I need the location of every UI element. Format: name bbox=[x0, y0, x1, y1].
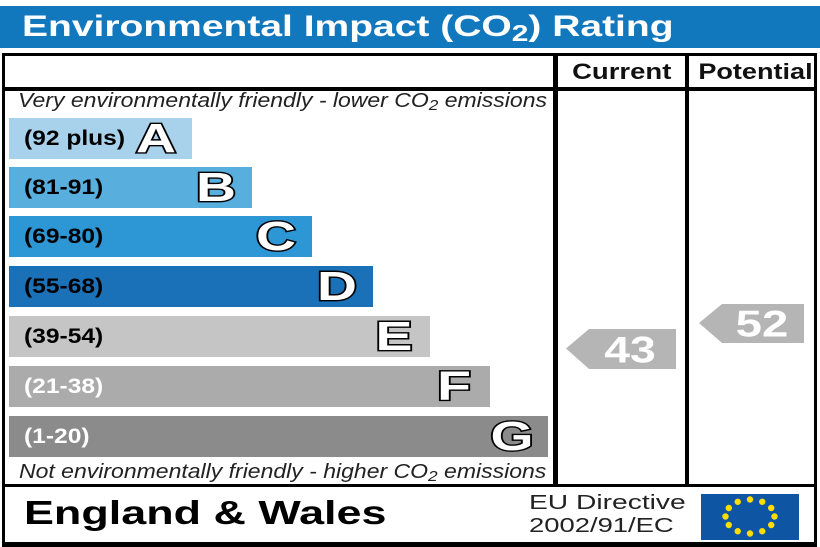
svg-text:G: G bbox=[490, 414, 533, 459]
svg-text:52: 52 bbox=[736, 304, 789, 343]
svg-text:D: D bbox=[317, 264, 357, 309]
svg-text:B: B bbox=[196, 165, 236, 210]
svg-text:E: E bbox=[376, 314, 413, 359]
svg-text:43: 43 bbox=[604, 329, 655, 369]
svg-text:C: C bbox=[256, 214, 296, 259]
svg-text:F: F bbox=[437, 364, 471, 409]
svg-text:A: A bbox=[136, 116, 176, 161]
